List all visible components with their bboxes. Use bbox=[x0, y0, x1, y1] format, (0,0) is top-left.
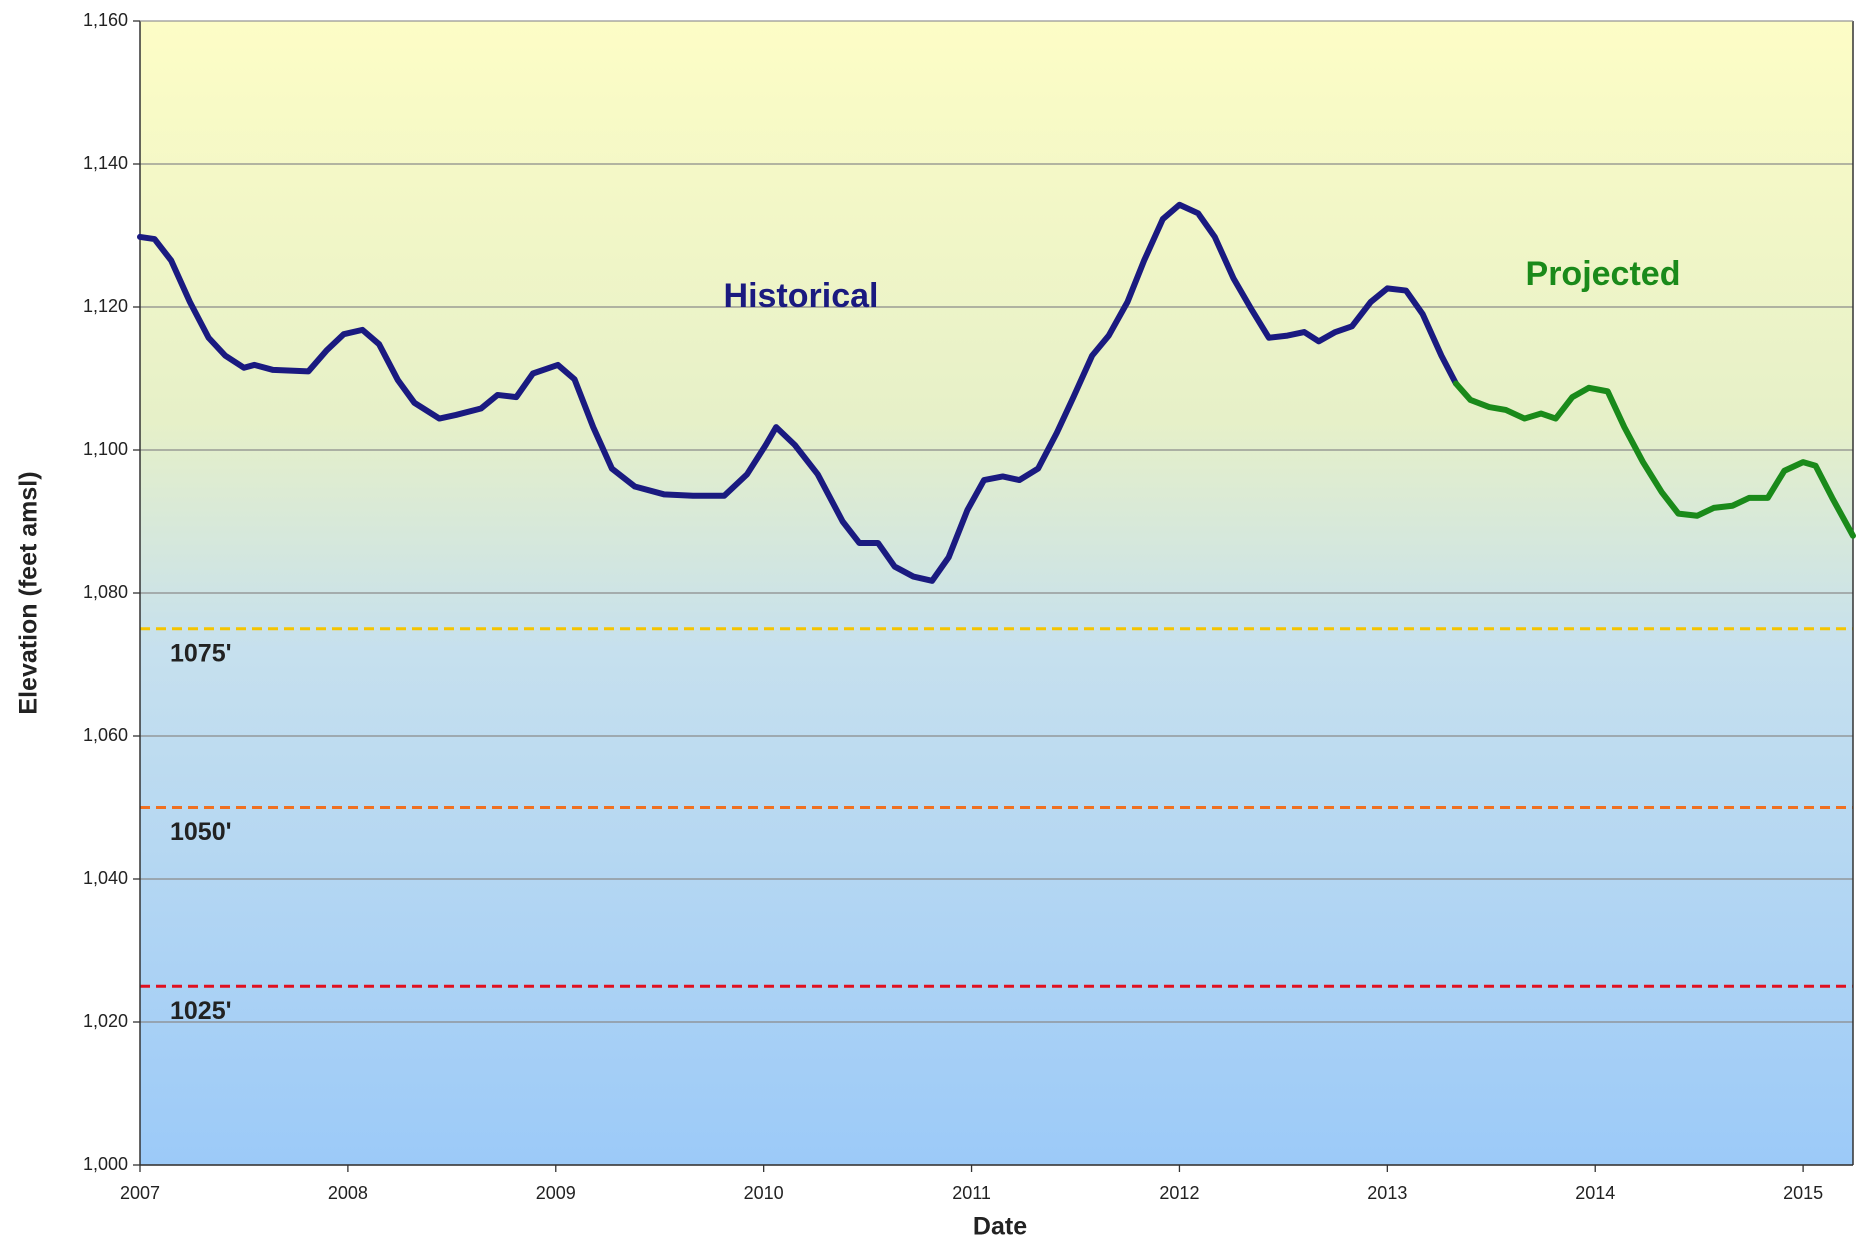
series-line bbox=[137, 201, 1459, 584]
y-tick-label: 1,140 bbox=[83, 153, 128, 173]
series-line bbox=[1452, 380, 1856, 539]
reference-label: 1025' bbox=[170, 997, 232, 1025]
y-tick-label: 1,120 bbox=[83, 296, 128, 316]
y-tick-label: 1,100 bbox=[83, 439, 128, 459]
reference-label: 1075' bbox=[170, 639, 232, 667]
series-label: Projected bbox=[1526, 255, 1681, 293]
reference-label: 1050' bbox=[170, 818, 232, 846]
x-tick-label: 2010 bbox=[744, 1183, 784, 1203]
x-tick-label: 2014 bbox=[1575, 1183, 1615, 1203]
x-tick-label: 2015 bbox=[1783, 1183, 1823, 1203]
y-tick-label: 1,080 bbox=[83, 582, 128, 602]
y-tick-label: 1,000 bbox=[83, 1154, 128, 1174]
x-tick-label: 2013 bbox=[1367, 1183, 1407, 1203]
x-tick-label: 2009 bbox=[536, 1183, 576, 1203]
y-axis-title: Elevation (feet amsl) bbox=[15, 471, 43, 714]
y-tick-label: 1,160 bbox=[83, 10, 128, 30]
y-tick-label: 1,020 bbox=[83, 1011, 128, 1031]
x-tick-label: 2011 bbox=[952, 1183, 991, 1203]
x-tick-label: 2008 bbox=[328, 1183, 368, 1203]
x-tick-label: 2007 bbox=[120, 1183, 160, 1203]
y-tick-label: 1,060 bbox=[83, 725, 128, 745]
series-label: Historical bbox=[724, 277, 879, 315]
x-axis-title: Date bbox=[973, 1213, 1027, 1241]
x-tick-label: 2012 bbox=[1159, 1183, 1199, 1203]
y-tick-label: 1,040 bbox=[83, 868, 128, 888]
